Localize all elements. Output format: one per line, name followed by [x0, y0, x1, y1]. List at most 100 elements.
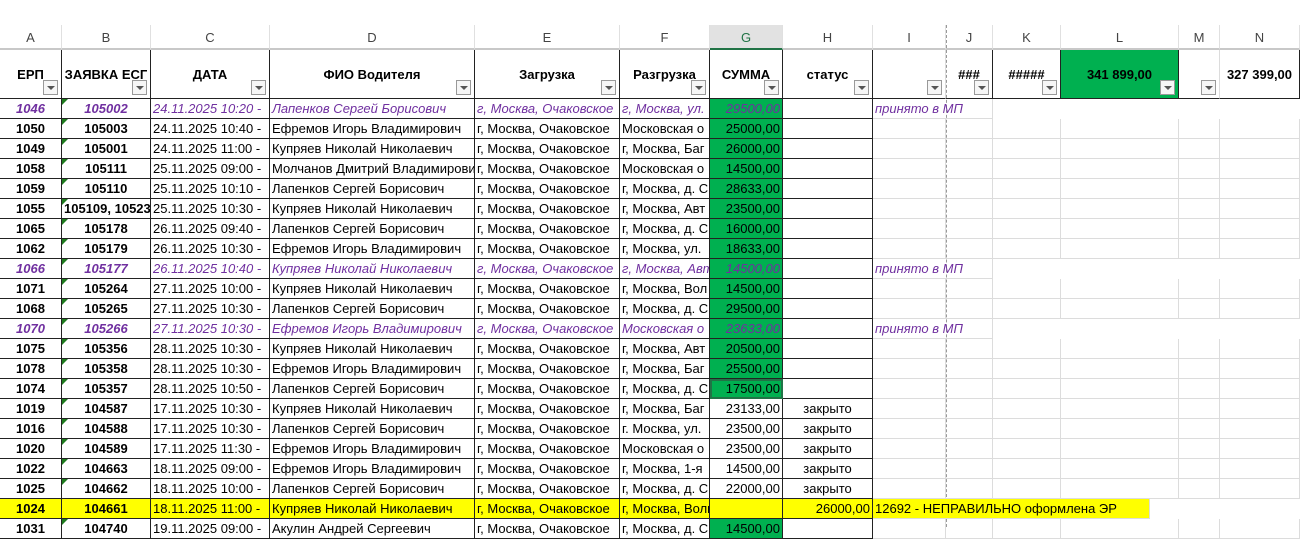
header-cell-G[interactable]: СУММА: [710, 50, 783, 99]
cell-G-row[interactable]: 14500,00: [710, 279, 783, 299]
cell-C-row[interactable]: 27.11.2025 10:30 -: [151, 319, 270, 339]
cell-A-row[interactable]: 1074: [0, 379, 62, 399]
cell-M-row[interactable]: [1179, 119, 1220, 139]
cell-L-row[interactable]: [1061, 199, 1179, 219]
cell-N-row[interactable]: [1220, 139, 1300, 159]
column-header-L[interactable]: L: [1061, 25, 1179, 50]
cell-B-row[interactable]: 104589: [62, 439, 151, 459]
cell-B-row[interactable]: 104587: [62, 399, 151, 419]
cell-H-row[interactable]: [783, 279, 873, 299]
cell-K-row[interactable]: [993, 439, 1061, 459]
cell-B-row[interactable]: 104663: [62, 459, 151, 479]
cell-J-row[interactable]: [946, 139, 993, 159]
cell-D-row[interactable]: Лапенков Сергей Борисович: [270, 479, 475, 499]
cell-H-row[interactable]: [783, 339, 873, 359]
cell-M-row[interactable]: [1179, 339, 1220, 359]
cell-N-row[interactable]: [1220, 299, 1300, 319]
cell-J-row[interactable]: [946, 159, 993, 179]
column-header-E[interactable]: E: [475, 25, 620, 50]
cell-M-row[interactable]: [1179, 219, 1220, 239]
cell-G-row[interactable]: 23500,00: [710, 439, 783, 459]
cell-L-row[interactable]: [1061, 279, 1179, 299]
cell-G-row[interactable]: 23500,00: [710, 199, 783, 219]
cell-F-row[interactable]: г, Москва, Баг: [620, 399, 710, 419]
cell-D-row[interactable]: Молчанов Дмитрий Владимирович: [270, 159, 475, 179]
cell-L-row[interactable]: [1061, 179, 1179, 199]
cell-D-row[interactable]: Лапенков Сергей Борисович: [270, 179, 475, 199]
header-cell-F[interactable]: Разгрузка: [620, 50, 710, 99]
cell-H-row[interactable]: [783, 319, 873, 339]
cell-K-row[interactable]: [993, 279, 1061, 299]
cell-L-row[interactable]: [1061, 399, 1179, 419]
cell-C-row[interactable]: 24.11.2025 10:20 -: [151, 99, 270, 119]
cell-C-row[interactable]: 26.11.2025 09:40 -: [151, 219, 270, 239]
cell-I-row[interactable]: принято в МП: [873, 259, 993, 279]
cell-K-row[interactable]: [993, 479, 1061, 499]
cell-I-row[interactable]: принято в МП: [873, 319, 993, 339]
column-header-C[interactable]: C: [151, 25, 270, 50]
cell-N-row[interactable]: [1220, 219, 1300, 239]
cell-M-row[interactable]: [1179, 399, 1220, 419]
cell-E-row[interactable]: г, Москва, Очаковское: [475, 199, 620, 219]
cell-E-row[interactable]: г, Москва, Очаковское: [475, 299, 620, 319]
cell-H-row[interactable]: [783, 99, 873, 119]
cell-D-row[interactable]: Купряев Николай Николаевич: [270, 259, 475, 279]
filter-dropdown-icon[interactable]: [456, 80, 471, 95]
cell-A-row[interactable]: 1075: [0, 339, 62, 359]
cell-N-row[interactable]: [1220, 479, 1300, 499]
cell-M-row[interactable]: [1179, 379, 1220, 399]
cell-L-row[interactable]: [1061, 239, 1179, 259]
cell-I-row[interactable]: [873, 399, 946, 419]
cell-L-row[interactable]: [1061, 359, 1179, 379]
cell-M-row[interactable]: [1179, 299, 1220, 319]
cell-M-row[interactable]: [1179, 139, 1220, 159]
cell-N-row[interactable]: [1220, 199, 1300, 219]
filter-dropdown-icon[interactable]: [43, 80, 58, 95]
filter-dropdown-icon[interactable]: [854, 80, 869, 95]
cell-I-row[interactable]: [873, 299, 946, 319]
header-cell-D[interactable]: ФИО Водителя: [270, 50, 475, 99]
cell-I-row[interactable]: [873, 419, 946, 439]
cell-C-row[interactable]: 17.11.2025 11:30 -: [151, 439, 270, 459]
cell-M-row[interactable]: [1179, 519, 1220, 539]
header-cell-L[interactable]: 341 899,00: [1061, 50, 1179, 99]
cell-H-row[interactable]: [783, 119, 873, 139]
cell-J-row[interactable]: [946, 219, 993, 239]
cell-D-row[interactable]: Купряев Николай Николаевич: [270, 399, 475, 419]
cell-G-row[interactable]: 18633,00: [710, 239, 783, 259]
cell-G-row[interactable]: 20500,00: [710, 339, 783, 359]
cell-B-row[interactable]: 105357: [62, 379, 151, 399]
cell-N-row[interactable]: [1220, 459, 1300, 479]
cell-A-row[interactable]: 1055: [0, 199, 62, 219]
cell-K-row[interactable]: [993, 399, 1061, 419]
cell-K-row[interactable]: [993, 139, 1061, 159]
cell-M-row[interactable]: [1179, 419, 1220, 439]
cell-G-row[interactable]: 23633,00: [710, 319, 783, 339]
cell-N-row[interactable]: [1220, 379, 1300, 399]
cell-C-row[interactable]: 28.11.2025 10:30 -: [151, 359, 270, 379]
cell-E-row[interactable]: г, Москва, Очаковское: [475, 479, 620, 499]
cell-L-row[interactable]: [1061, 439, 1179, 459]
cell-N-row[interactable]: [1220, 439, 1300, 459]
cell-G-row[interactable]: 25000,00: [710, 119, 783, 139]
cell-A-row[interactable]: 1049: [0, 139, 62, 159]
cell-E-row[interactable]: г, Москва, Очаковское: [475, 419, 620, 439]
cell-F-row[interactable]: г, Москва, д. С: [620, 379, 710, 399]
cell-F-row[interactable]: Московская о: [620, 319, 710, 339]
cell-G-row[interactable]: 26000,00: [710, 139, 783, 159]
cell-F-row[interactable]: г, Москва, Авт: [620, 199, 710, 219]
cell-J-row[interactable]: [946, 179, 993, 199]
cell-H-row[interactable]: [783, 519, 873, 539]
cell-B-row[interactable]: 105266: [62, 319, 151, 339]
cell-I-row[interactable]: [873, 379, 946, 399]
filter-dropdown-icon[interactable]: [764, 80, 779, 95]
cell-A-row[interactable]: 1058: [0, 159, 62, 179]
cell-J-row[interactable]: [946, 119, 993, 139]
filter-dropdown-icon[interactable]: [251, 80, 266, 95]
cell-B-row[interactable]: 105178: [62, 219, 151, 239]
cell-K-row[interactable]: [993, 159, 1061, 179]
cell-F-row[interactable]: г, Москва, д. С: [620, 479, 710, 499]
cell-B-row[interactable]: 105110: [62, 179, 151, 199]
column-header-B[interactable]: B: [62, 25, 151, 50]
cell-B-row[interactable]: 105177: [62, 259, 151, 279]
